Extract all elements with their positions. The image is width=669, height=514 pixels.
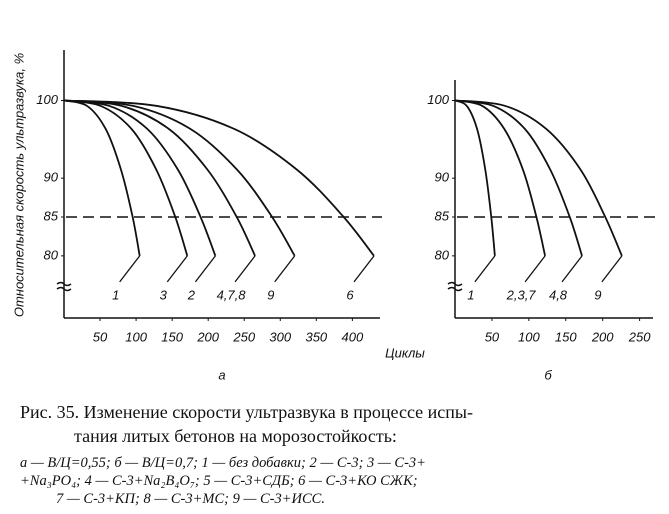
series-label: 2,3,7 (506, 287, 537, 302)
caption-note: а — В/Ц=0,55; б — В/Ц=0,7; 1 — без добав… (20, 455, 426, 471)
series-label: 4,7,8 (217, 287, 247, 302)
x-tick-label: 200 (196, 329, 219, 344)
leader-line (119, 255, 141, 283)
series-label: 2 (187, 287, 196, 302)
curve (63, 99, 189, 257)
leader-line (474, 255, 496, 283)
y-tick-label: 85 (44, 208, 59, 223)
axis-break (447, 281, 463, 292)
leader-line (234, 255, 256, 283)
series-label: 3 (160, 287, 168, 302)
x-tick-label: 250 (232, 329, 255, 344)
x-tick-label: 50 (93, 329, 108, 344)
leader-line (274, 255, 296, 283)
curve (454, 99, 496, 256)
y-tick-label: 100 (427, 92, 449, 107)
x-tick-label: 100 (518, 329, 540, 344)
y-tick-label: 100 (36, 92, 58, 107)
caption-line: Рис. 35. Изменение скорости ультразвука … (20, 402, 473, 422)
axis-break (56, 281, 72, 292)
curve (63, 99, 296, 257)
x-axis-label: Циклы (385, 345, 425, 360)
y-tick-label: 85 (435, 208, 450, 223)
curve (454, 99, 623, 257)
curve (63, 99, 256, 257)
y-tick-label: 80 (44, 247, 59, 262)
curve (454, 99, 583, 257)
x-tick-label: 150 (161, 329, 183, 344)
curve (63, 99, 141, 257)
leader-line (194, 255, 216, 283)
caption-line: тания литых бетонов на морозостойкость: (74, 426, 397, 446)
x-tick-label: 150 (555, 329, 577, 344)
y-tick-label: 80 (435, 247, 450, 262)
y-tick-label: 90 (44, 170, 59, 185)
series-label: 4,8 (549, 287, 568, 302)
x-tick-label: 350 (305, 329, 327, 344)
leader-line (524, 255, 546, 283)
leader-line (561, 255, 583, 283)
series-label: 9 (267, 287, 274, 302)
caption-note: 7 — С-3+КП; 8 — С-3+МС; 9 — С-3+ИСС. (56, 491, 325, 507)
series-label: 1 (467, 287, 474, 302)
panel-label: а (218, 367, 225, 382)
curve (63, 99, 375, 257)
series-label: 1 (112, 287, 119, 302)
leader-line (166, 255, 188, 283)
x-tick-label: 250 (628, 329, 651, 344)
x-tick-label: 50 (485, 329, 500, 344)
y-tick-label: 90 (435, 170, 450, 185)
series-label: 9 (594, 287, 601, 302)
curve (454, 99, 546, 257)
panel-label: б (544, 367, 552, 382)
curve (63, 99, 217, 257)
series-label: 6 (346, 287, 354, 302)
leader-line (601, 255, 623, 283)
x-tick-label: 400 (342, 329, 364, 344)
leader-line (353, 255, 375, 283)
x-tick-label: 200 (591, 329, 614, 344)
y-axis-label: Относительная скорость ультразвука, % (11, 53, 26, 317)
x-tick-label: 300 (269, 329, 291, 344)
x-tick-label: 100 (125, 329, 147, 344)
caption-note: +Na₃PO₄; 4 — С-3+Na₂B₄O₇; 5 — С-3+СДБ; 6… (20, 473, 418, 489)
